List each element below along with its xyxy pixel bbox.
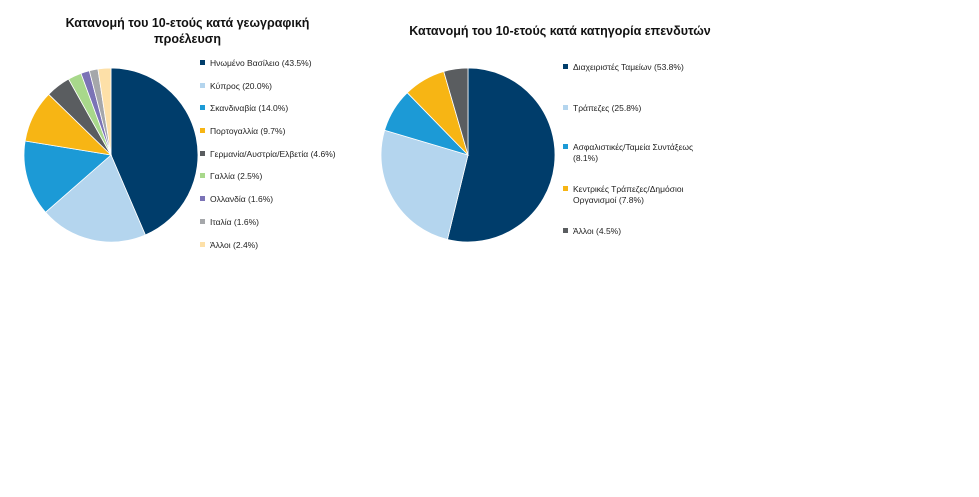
chart-legend: Ηνωμένο Βασίλειο (43.5%) Κύπρος (20.0%) Σκ… — [200, 58, 380, 251]
chart-title: Κατανομή του 10-ετούς κατά κατηγορία επε… — [380, 23, 740, 39]
pie-slice-4 — [443, 67, 469, 156]
legend-swatch — [200, 196, 205, 202]
legend-item-8: Άλλοι (2.4%) — [200, 240, 380, 251]
chart-title-line2: προέλευση — [154, 32, 221, 46]
legend-swatch — [563, 228, 568, 233]
legend-swatch — [200, 105, 205, 111]
legend-swatch — [200, 241, 205, 247]
legend-label: Πορτογαλλία (9.7%) — [210, 126, 286, 137]
legend-item-1: Κύπρος (20.0%) — [200, 81, 380, 104]
pie-slice-1 — [44, 154, 146, 243]
legend-label: Ηνωμένο Βασίλειο (43.5%) — [210, 58, 312, 68]
legend-item-4: Γερμανία/Αυστρία/Ελβετία (4.6%) — [200, 149, 380, 172]
legend-label: Διαχειριστές Ταμείων (53.8%) — [573, 62, 684, 72]
legend-label: Σκανδιναβία (14.0%) — [210, 103, 289, 114]
legend-item-3: Πορτογαλλία (9.7%) — [200, 126, 380, 149]
legend-item-0: Διαχειριστές Ταμείων (53.8%) — [563, 62, 684, 73]
pie-slice-0 — [110, 67, 199, 236]
legend-swatch — [200, 150, 205, 156]
legend-label: Άλλοι (4.5%) — [573, 226, 622, 236]
legend-item-5: Γαλλία (2.5%) — [200, 171, 380, 194]
legend-item-2: Σκανδιναβία (14.0%) — [200, 103, 380, 126]
legend-swatch — [200, 82, 205, 88]
pie-slice-0 — [446, 67, 556, 243]
pie-slice-2 — [23, 140, 112, 213]
legend-item-7: Ιταλία (1.6%) — [200, 217, 380, 240]
legend-swatch — [200, 60, 205, 65]
pie-slice-8 — [97, 67, 112, 156]
legend-label: Γαλλία (2.5%) — [210, 171, 263, 182]
pie-slice-1 — [380, 129, 469, 241]
legend-label: Γερμανία/Αυστρία/Ελβετία (4.6%) — [210, 148, 336, 159]
legend-label: Κύπρος (20.0%) — [210, 80, 272, 91]
pie-plot — [380, 67, 556, 243]
legend-item-2: Ασφαλιστικές/Ταμεία Συντάξεως (8.1%) — [563, 142, 718, 164]
chart-title-line1: Κατανομή του 10-ετούς κατά κατηγορία επε… — [409, 24, 711, 38]
legend-label: Τράπεζες (25.8%) — [573, 103, 642, 113]
legend-item-1: Τράπεζες (25.8%) — [563, 103, 641, 114]
geographic-pie-chart: Κατανομή του 10-ετούς κατά γεωγραφική πρ… — [0, 0, 380, 270]
legend-swatch — [200, 128, 205, 134]
chart-title-line1: Κατανομή του 10-ετούς κατά γεωγραφική — [65, 16, 310, 30]
legend-swatch — [563, 144, 568, 149]
legend-item-4: Άλλοι (4.5%) — [563, 226, 621, 237]
pie-plot — [23, 67, 199, 243]
legend-swatch — [563, 186, 568, 191]
legend-label: Κεντρικές Τράπεζες/Δημόσιοι Οργανισμοί (… — [573, 184, 684, 205]
legend-item-3: Κεντρικές Τράπεζες/Δημόσιοι Οργανισμοί (… — [563, 184, 713, 206]
legend-swatch — [200, 218, 205, 224]
legend-item-0: Ηνωμένο Βασίλειο (43.5%) — [200, 58, 380, 81]
legend-swatch — [563, 64, 568, 69]
legend-label: Ολλανδία (1.6%) — [210, 194, 274, 205]
legend-swatch — [200, 173, 205, 179]
legend-swatch — [563, 105, 568, 110]
legend-label: Ασφαλιστικές/Ταμεία Συντάξεως (8.1%) — [573, 142, 694, 163]
legend-label: Ιταλία (1.6%) — [210, 216, 259, 227]
investor-type-pie-chart: Κατανομή του 10-ετούς κατά κατηγορία επε… — [380, 0, 740, 270]
chart-title: Κατανομή του 10-ετούς κατά γεωγραφική πρ… — [40, 15, 335, 47]
legend-label: Άλλοι (2.4%) — [210, 239, 259, 250]
legend-item-6: Ολλανδία (1.6%) — [200, 194, 380, 217]
